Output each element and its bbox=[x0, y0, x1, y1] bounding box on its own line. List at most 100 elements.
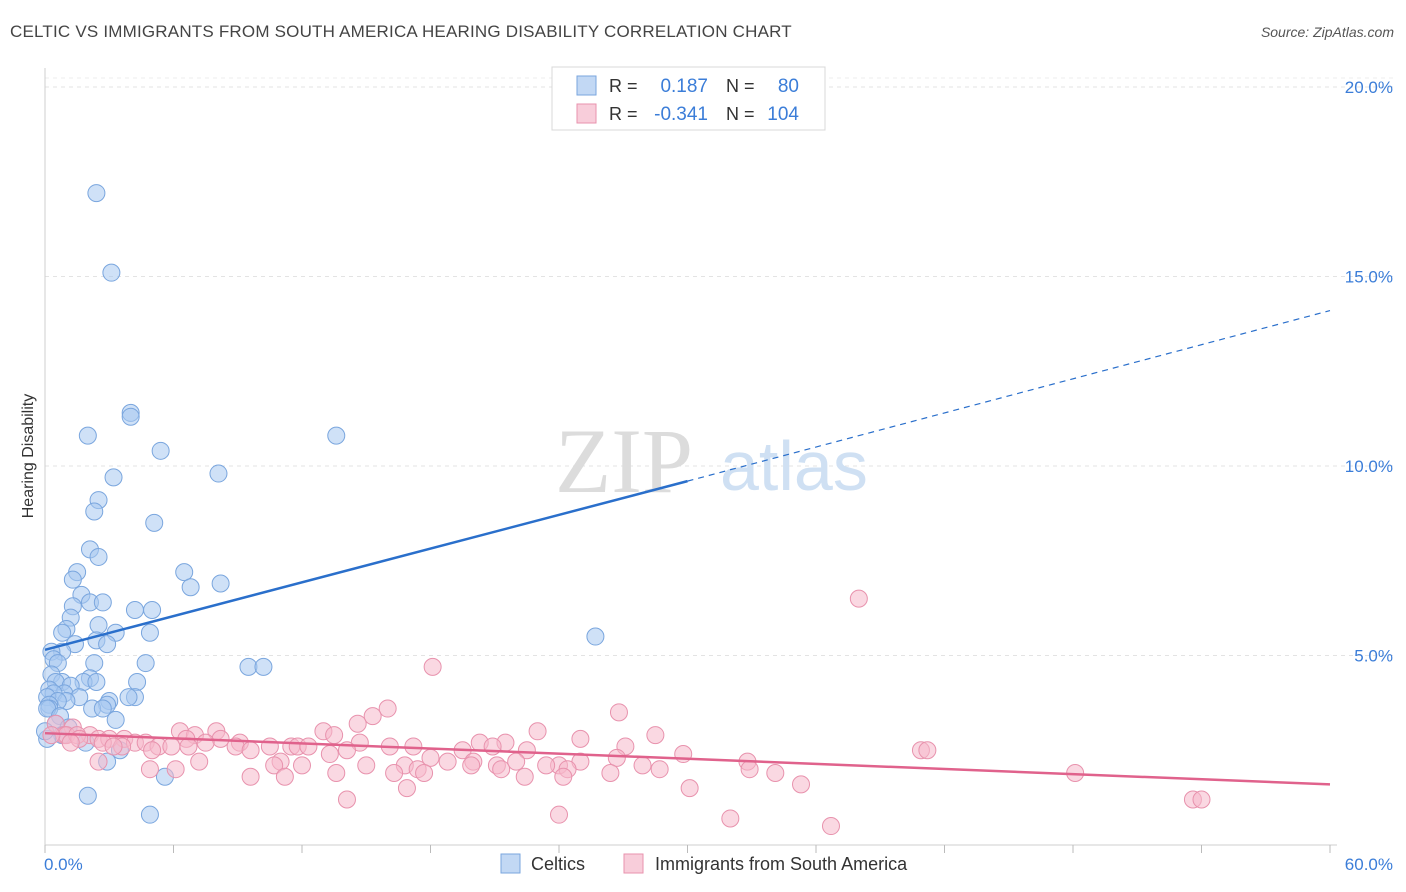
immigrants-point bbox=[140, 760, 159, 779]
immigrants-point bbox=[241, 741, 260, 760]
immigrants-point bbox=[646, 726, 665, 745]
celtics-point bbox=[106, 710, 125, 729]
immigrants-point bbox=[528, 722, 547, 741]
immigrants-point bbox=[378, 699, 397, 718]
celtics-point bbox=[181, 578, 200, 597]
chart-title: CELTIC VS IMMIGRANTS FROM SOUTH AMERICA … bbox=[10, 22, 792, 41]
immigrants-point bbox=[337, 790, 356, 809]
legend-n-value-immigrants: 104 bbox=[767, 104, 799, 125]
immigrants-point bbox=[601, 763, 620, 782]
celtics-point bbox=[89, 616, 108, 635]
immigrants-point bbox=[196, 733, 215, 752]
celtics-point bbox=[327, 426, 346, 445]
immigrants-point bbox=[821, 817, 840, 836]
immigrants-point bbox=[42, 726, 61, 745]
y-axis-label: Hearing Disability bbox=[20, 394, 37, 519]
celtics-point bbox=[85, 502, 104, 521]
immigrants-point bbox=[550, 805, 568, 824]
y-tick-label: 10.0% bbox=[1345, 457, 1393, 476]
celtics-point bbox=[78, 786, 97, 805]
immigrants-point bbox=[423, 657, 442, 676]
celtics-point bbox=[151, 441, 170, 460]
celtics-point bbox=[239, 657, 258, 676]
immigrants-point bbox=[104, 737, 123, 756]
celtics-point bbox=[53, 623, 72, 642]
immigrants-point bbox=[325, 726, 344, 745]
data-points bbox=[36, 184, 1211, 836]
immigrants-point bbox=[918, 741, 937, 760]
celtics-point bbox=[85, 654, 104, 673]
immigrants-point bbox=[515, 767, 534, 786]
legend-r-value-celtics: 0.187 bbox=[660, 76, 708, 97]
immigrants-point bbox=[143, 741, 162, 760]
legend-bottom-swatch-immigrants bbox=[623, 853, 644, 874]
immigrants-point bbox=[61, 733, 80, 752]
celtics-point bbox=[87, 673, 106, 692]
immigrants-point bbox=[1192, 790, 1211, 809]
immigrants-point bbox=[680, 779, 699, 798]
immigrants-trend-line bbox=[44, 731, 1331, 786]
immigrants-point bbox=[415, 763, 434, 782]
immigrants-point bbox=[241, 767, 260, 786]
immigrants-point bbox=[89, 752, 108, 771]
immigrants-point bbox=[166, 760, 185, 779]
y-tick-label: 5.0% bbox=[1354, 646, 1393, 665]
x-tick-label-max: 60.0% bbox=[1345, 855, 1393, 874]
immigrants-point bbox=[438, 752, 457, 771]
legend-bottom-label-celtics: Celtics bbox=[531, 854, 585, 874]
legend-swatch-immigrants bbox=[576, 103, 597, 124]
celtics-point bbox=[254, 657, 273, 676]
y-tick-label: 15.0% bbox=[1345, 267, 1393, 286]
x-tick-label-min: 0.0% bbox=[44, 855, 83, 874]
celtics-point bbox=[586, 627, 605, 646]
celtics-point bbox=[78, 426, 97, 445]
immigrants-point bbox=[265, 756, 284, 775]
legend-n-label-immigrants: N = bbox=[726, 104, 755, 124]
y-tick-label: 20.0% bbox=[1345, 78, 1393, 97]
celtics-point bbox=[104, 468, 123, 487]
celtics-point bbox=[119, 688, 138, 707]
legend-r-label-celtics: R = bbox=[609, 76, 638, 96]
immigrants-point bbox=[162, 737, 181, 756]
celtics-point bbox=[136, 654, 155, 673]
immigrants-point bbox=[571, 729, 590, 748]
celtics-point bbox=[63, 570, 82, 589]
gridlines bbox=[45, 77, 1393, 656]
immigrants-point bbox=[740, 760, 759, 779]
immigrants-point bbox=[650, 760, 669, 779]
immigrants-point bbox=[260, 737, 279, 756]
legend-bottom-label-immigrants: Immigrants from South America bbox=[655, 854, 908, 874]
immigrants-point bbox=[275, 767, 294, 786]
celtics-point bbox=[175, 563, 194, 582]
immigrants-point bbox=[766, 763, 785, 782]
x-ticks bbox=[44, 845, 1331, 853]
celtics-point bbox=[145, 513, 164, 532]
trend-lines bbox=[44, 309, 1331, 786]
legend-top: R = 0.187 N = 80 R = -0.341 N = 104 bbox=[551, 66, 826, 131]
immigrants-point bbox=[320, 745, 339, 764]
celtics-trend-extension bbox=[687, 309, 1331, 482]
legend-n-value-celtics: 80 bbox=[778, 76, 799, 97]
immigrants-point bbox=[537, 756, 556, 775]
celtics-point bbox=[93, 699, 112, 718]
immigrants-point bbox=[397, 779, 416, 798]
legend-bottom: Celtics Immigrants from South America bbox=[500, 853, 908, 874]
celtics-point bbox=[93, 593, 112, 612]
celtics-point bbox=[140, 623, 159, 642]
legend-top-box bbox=[551, 66, 826, 131]
chart-source: Source: ZipAtlas.com bbox=[1260, 24, 1394, 40]
immigrants-point bbox=[792, 775, 811, 794]
celtics-point bbox=[125, 601, 144, 620]
celtics-point bbox=[89, 547, 108, 566]
celtics-point bbox=[128, 673, 147, 692]
immigrants-point bbox=[554, 767, 573, 786]
immigrants-point bbox=[492, 760, 511, 779]
immigrants-point bbox=[385, 763, 404, 782]
celtics-point bbox=[140, 805, 159, 824]
immigrants-point bbox=[299, 737, 318, 756]
immigrants-point bbox=[462, 756, 481, 775]
celtics-point bbox=[98, 635, 117, 654]
immigrants-point bbox=[357, 756, 376, 775]
celtics-trend-line bbox=[44, 479, 688, 652]
